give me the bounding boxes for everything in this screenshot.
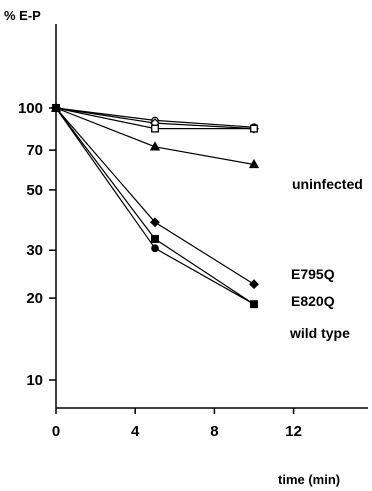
- data-point: [149, 141, 161, 151]
- series-line: [55, 107, 255, 166]
- y-tick-label: 20: [26, 290, 43, 307]
- series-label-e820q: E820Q: [291, 293, 335, 309]
- y-tick-label: 50: [26, 182, 43, 199]
- y-tick-label: 10: [26, 372, 43, 389]
- series-label-e795q: E795Q: [291, 266, 335, 282]
- data-point: [151, 244, 159, 253]
- series-line: [55, 107, 255, 305]
- x-tick-label: 4: [131, 423, 140, 440]
- x-axis-label: time (min): [278, 472, 340, 487]
- x-tick-label: 8: [210, 423, 218, 440]
- data-point: [250, 124, 258, 133]
- data-point: [151, 235, 159, 243]
- series-label-uninfected: uninfected: [292, 176, 363, 192]
- data-point: [151, 124, 159, 133]
- y-tick-label: 30: [26, 242, 43, 259]
- series-line: [55, 107, 255, 305]
- y-tick-label: 70: [26, 142, 43, 159]
- series-line: [55, 107, 255, 285]
- y-axis-label: % E-P: [4, 8, 41, 23]
- data-point: [150, 217, 160, 228]
- data-point: [52, 104, 60, 112]
- data-point: [249, 279, 259, 290]
- data-point: [250, 300, 258, 309]
- x-tick-label: 0: [52, 423, 60, 440]
- series-label-wild-type: wild type: [289, 325, 350, 341]
- x-tick-label: 12: [285, 423, 302, 440]
- data-point: [248, 158, 260, 169]
- y-tick-label: 100: [18, 100, 43, 117]
